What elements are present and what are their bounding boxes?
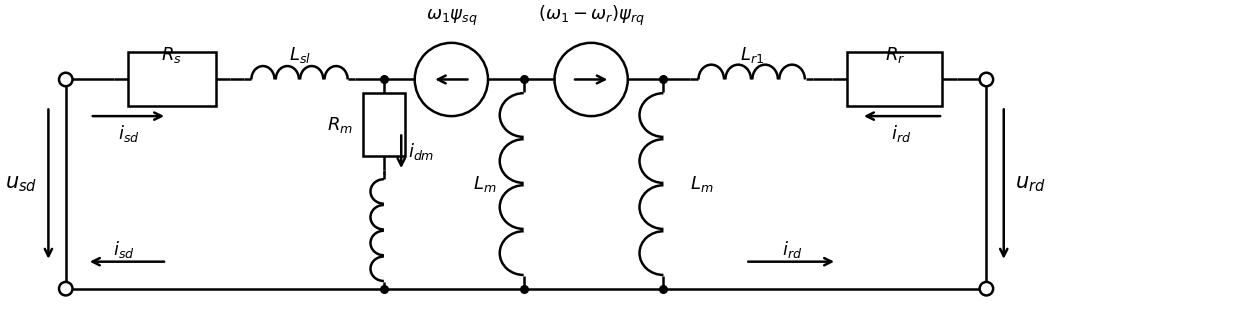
Circle shape bbox=[59, 73, 73, 86]
Text: $L_m$: $L_m$ bbox=[473, 174, 497, 194]
Text: $i_{dm}$: $i_{dm}$ bbox=[408, 141, 435, 162]
Bar bbox=[363, 93, 405, 156]
Text: $L_{sl}$: $L_{sl}$ bbox=[289, 45, 311, 65]
Text: $R_s$: $R_s$ bbox=[161, 45, 182, 65]
Circle shape bbox=[59, 282, 73, 295]
Text: $i_{rd}$: $i_{rd}$ bbox=[891, 123, 912, 144]
Circle shape bbox=[980, 282, 994, 295]
Text: $R_m$: $R_m$ bbox=[327, 114, 353, 135]
Text: $u_{sd}$: $u_{sd}$ bbox=[5, 174, 37, 194]
Text: $L_{r1}$: $L_{r1}$ bbox=[740, 45, 763, 65]
Text: $(\omega_1-\omega_r)\psi_{rq}$: $(\omega_1-\omega_r)\psi_{rq}$ bbox=[538, 4, 644, 28]
Bar bbox=[128, 52, 216, 107]
Text: $i_{sd}$: $i_{sd}$ bbox=[113, 239, 134, 260]
Text: $\omega_1\psi_{sq}$: $\omega_1\psi_{sq}$ bbox=[425, 8, 477, 28]
Text: $i_{sd}$: $i_{sd}$ bbox=[118, 123, 139, 144]
Circle shape bbox=[980, 73, 994, 86]
Text: $L_m$: $L_m$ bbox=[690, 174, 714, 194]
Text: $i_{rd}$: $i_{rd}$ bbox=[782, 239, 802, 260]
Text: $R_r$: $R_r$ bbox=[885, 45, 904, 65]
Bar bbox=[847, 52, 943, 107]
Text: $u_{rd}$: $u_{rd}$ bbox=[1015, 174, 1046, 194]
